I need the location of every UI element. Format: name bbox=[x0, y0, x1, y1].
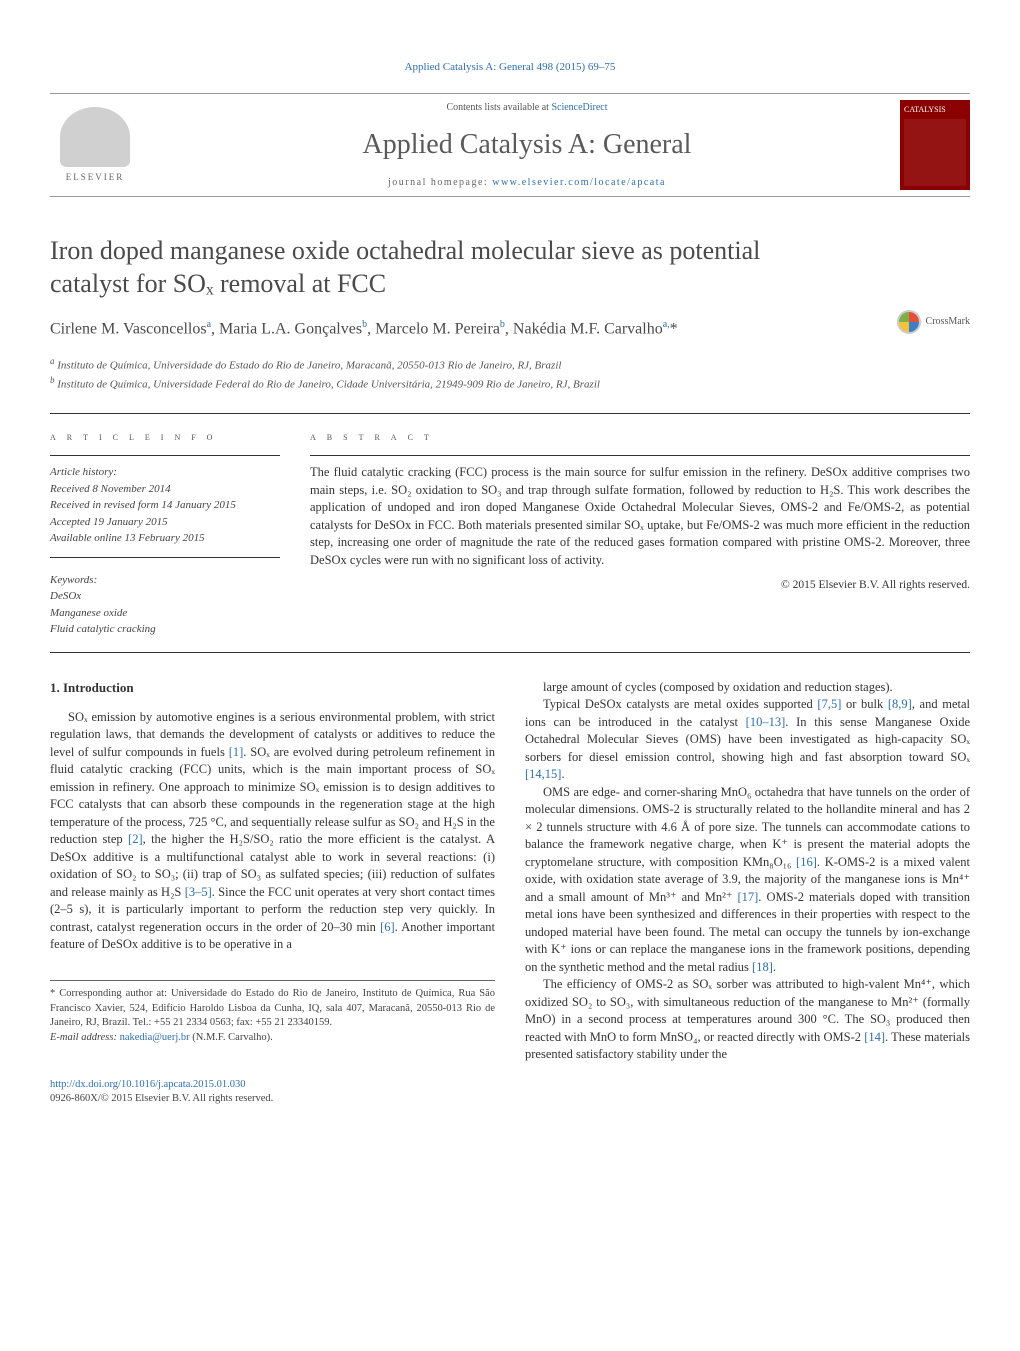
body-column-right: large amount of cycles (composed by oxid… bbox=[525, 679, 970, 1064]
keyword-1: DeSOx bbox=[50, 588, 280, 605]
col2-p4: The efficiency of OMS-2 as SOₓ sorber wa… bbox=[525, 976, 970, 1064]
email-person: (N.M.F. Carvalho). bbox=[190, 1032, 273, 1043]
title-line-1: Iron doped manganese oxide octahedral mo… bbox=[50, 236, 760, 265]
cover-label: CATALYSIS bbox=[904, 104, 966, 115]
history-head: Article history: bbox=[50, 464, 280, 481]
email-link[interactable]: nakedia@uerj.br bbox=[120, 1032, 190, 1043]
footnotes: * Corresponding author at: Universidade … bbox=[50, 980, 495, 1046]
article-title: Iron doped manganese oxide octahedral mo… bbox=[50, 235, 830, 300]
online-date: Available online 13 February 2015 bbox=[50, 530, 280, 547]
sciencedirect-link[interactable]: ScienceDirect bbox=[551, 102, 607, 113]
crossmark-icon bbox=[897, 310, 921, 334]
accepted-date: Accepted 19 January 2015 bbox=[50, 514, 280, 531]
email-label: E-mail address: bbox=[50, 1032, 120, 1043]
received-date: Received 8 November 2014 bbox=[50, 481, 280, 498]
issn-line: 0926-860X/© 2015 Elsevier B.V. All right… bbox=[50, 1092, 970, 1107]
col2-p3: OMS are edge- and corner-sharing MnO₆ oc… bbox=[525, 784, 970, 977]
journal-cover-thumb: CATALYSIS bbox=[900, 100, 970, 190]
journal-reference: Applied Catalysis A: General 498 (2015) … bbox=[50, 60, 970, 75]
abstract-copyright: © 2015 Elsevier B.V. All rights reserved… bbox=[310, 577, 970, 593]
section-1-heading: 1. Introduction bbox=[50, 679, 495, 697]
affiliation-b: Instituto de Química, Universidade Feder… bbox=[57, 379, 600, 391]
crossmark-label: CrossMark bbox=[926, 315, 970, 329]
contents-prefix: Contents lists available at bbox=[446, 102, 551, 113]
crossmark-badge[interactable]: CrossMark bbox=[897, 310, 970, 334]
authors-list: Cirlene M. Vasconcellosa, Maria L.A. Gon… bbox=[50, 318, 970, 341]
abstract-text: The fluid catalytic cracking (FCC) proce… bbox=[310, 456, 970, 569]
elsevier-logo: ELSEVIER bbox=[50, 100, 140, 190]
homepage-link[interactable]: www.elsevier.com/locate/apcata bbox=[492, 177, 666, 188]
affiliations: a Instituto de Química, Universidade do … bbox=[50, 355, 970, 393]
body-column-left: 1. Introduction SOₓ emission by automoti… bbox=[50, 679, 495, 1064]
keyword-2: Manganese oxide bbox=[50, 605, 280, 622]
homepage-prefix: journal homepage: bbox=[388, 177, 492, 188]
homepage-line: journal homepage: www.elsevier.com/locat… bbox=[154, 176, 900, 190]
journal-header: ELSEVIER Contents lists available at Sci… bbox=[50, 93, 970, 197]
keywords-head: Keywords: bbox=[50, 572, 280, 589]
doi-link[interactable]: http://dx.doi.org/10.1016/j.apcata.2015.… bbox=[50, 1078, 970, 1093]
article-info-heading: A R T I C L E I N F O bbox=[50, 428, 280, 445]
col1-p1: SOₓ emission by automotive engines is a … bbox=[50, 709, 495, 954]
title-line-2: catalyst for SOₓ removal at FCC bbox=[50, 269, 386, 298]
affiliation-a: Instituto de Química, Universidade do Es… bbox=[57, 360, 561, 372]
revised-date: Received in revised form 14 January 2015 bbox=[50, 497, 280, 514]
contents-line: Contents lists available at ScienceDirec… bbox=[154, 101, 900, 115]
journal-title: Applied Catalysis A: General bbox=[154, 125, 900, 164]
abstract-heading: A B S T R A C T bbox=[310, 428, 970, 445]
keyword-3: Fluid catalytic cracking bbox=[50, 621, 280, 638]
col2-p2: Typical DeSOx catalysts are metal oxides… bbox=[525, 696, 970, 784]
corresponding-author: * Corresponding author at: Universidade … bbox=[50, 987, 495, 1031]
elsevier-tree-icon bbox=[60, 107, 130, 167]
elsevier-label: ELSEVIER bbox=[66, 171, 125, 184]
col2-p1: large amount of cycles (composed by oxid… bbox=[525, 679, 970, 697]
